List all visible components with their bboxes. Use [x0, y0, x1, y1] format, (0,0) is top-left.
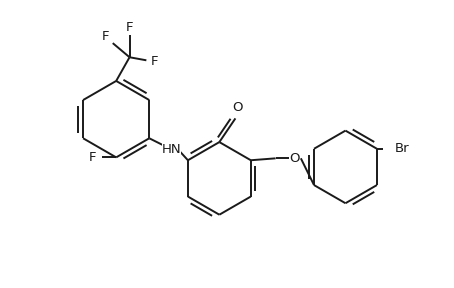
Text: HN: HN	[162, 143, 181, 156]
Text: O: O	[232, 101, 242, 114]
Text: O: O	[290, 152, 300, 165]
Text: F: F	[126, 21, 133, 34]
Text: F: F	[89, 151, 96, 164]
Text: Br: Br	[395, 142, 410, 155]
Text: F: F	[101, 30, 109, 43]
Text: F: F	[150, 54, 158, 68]
